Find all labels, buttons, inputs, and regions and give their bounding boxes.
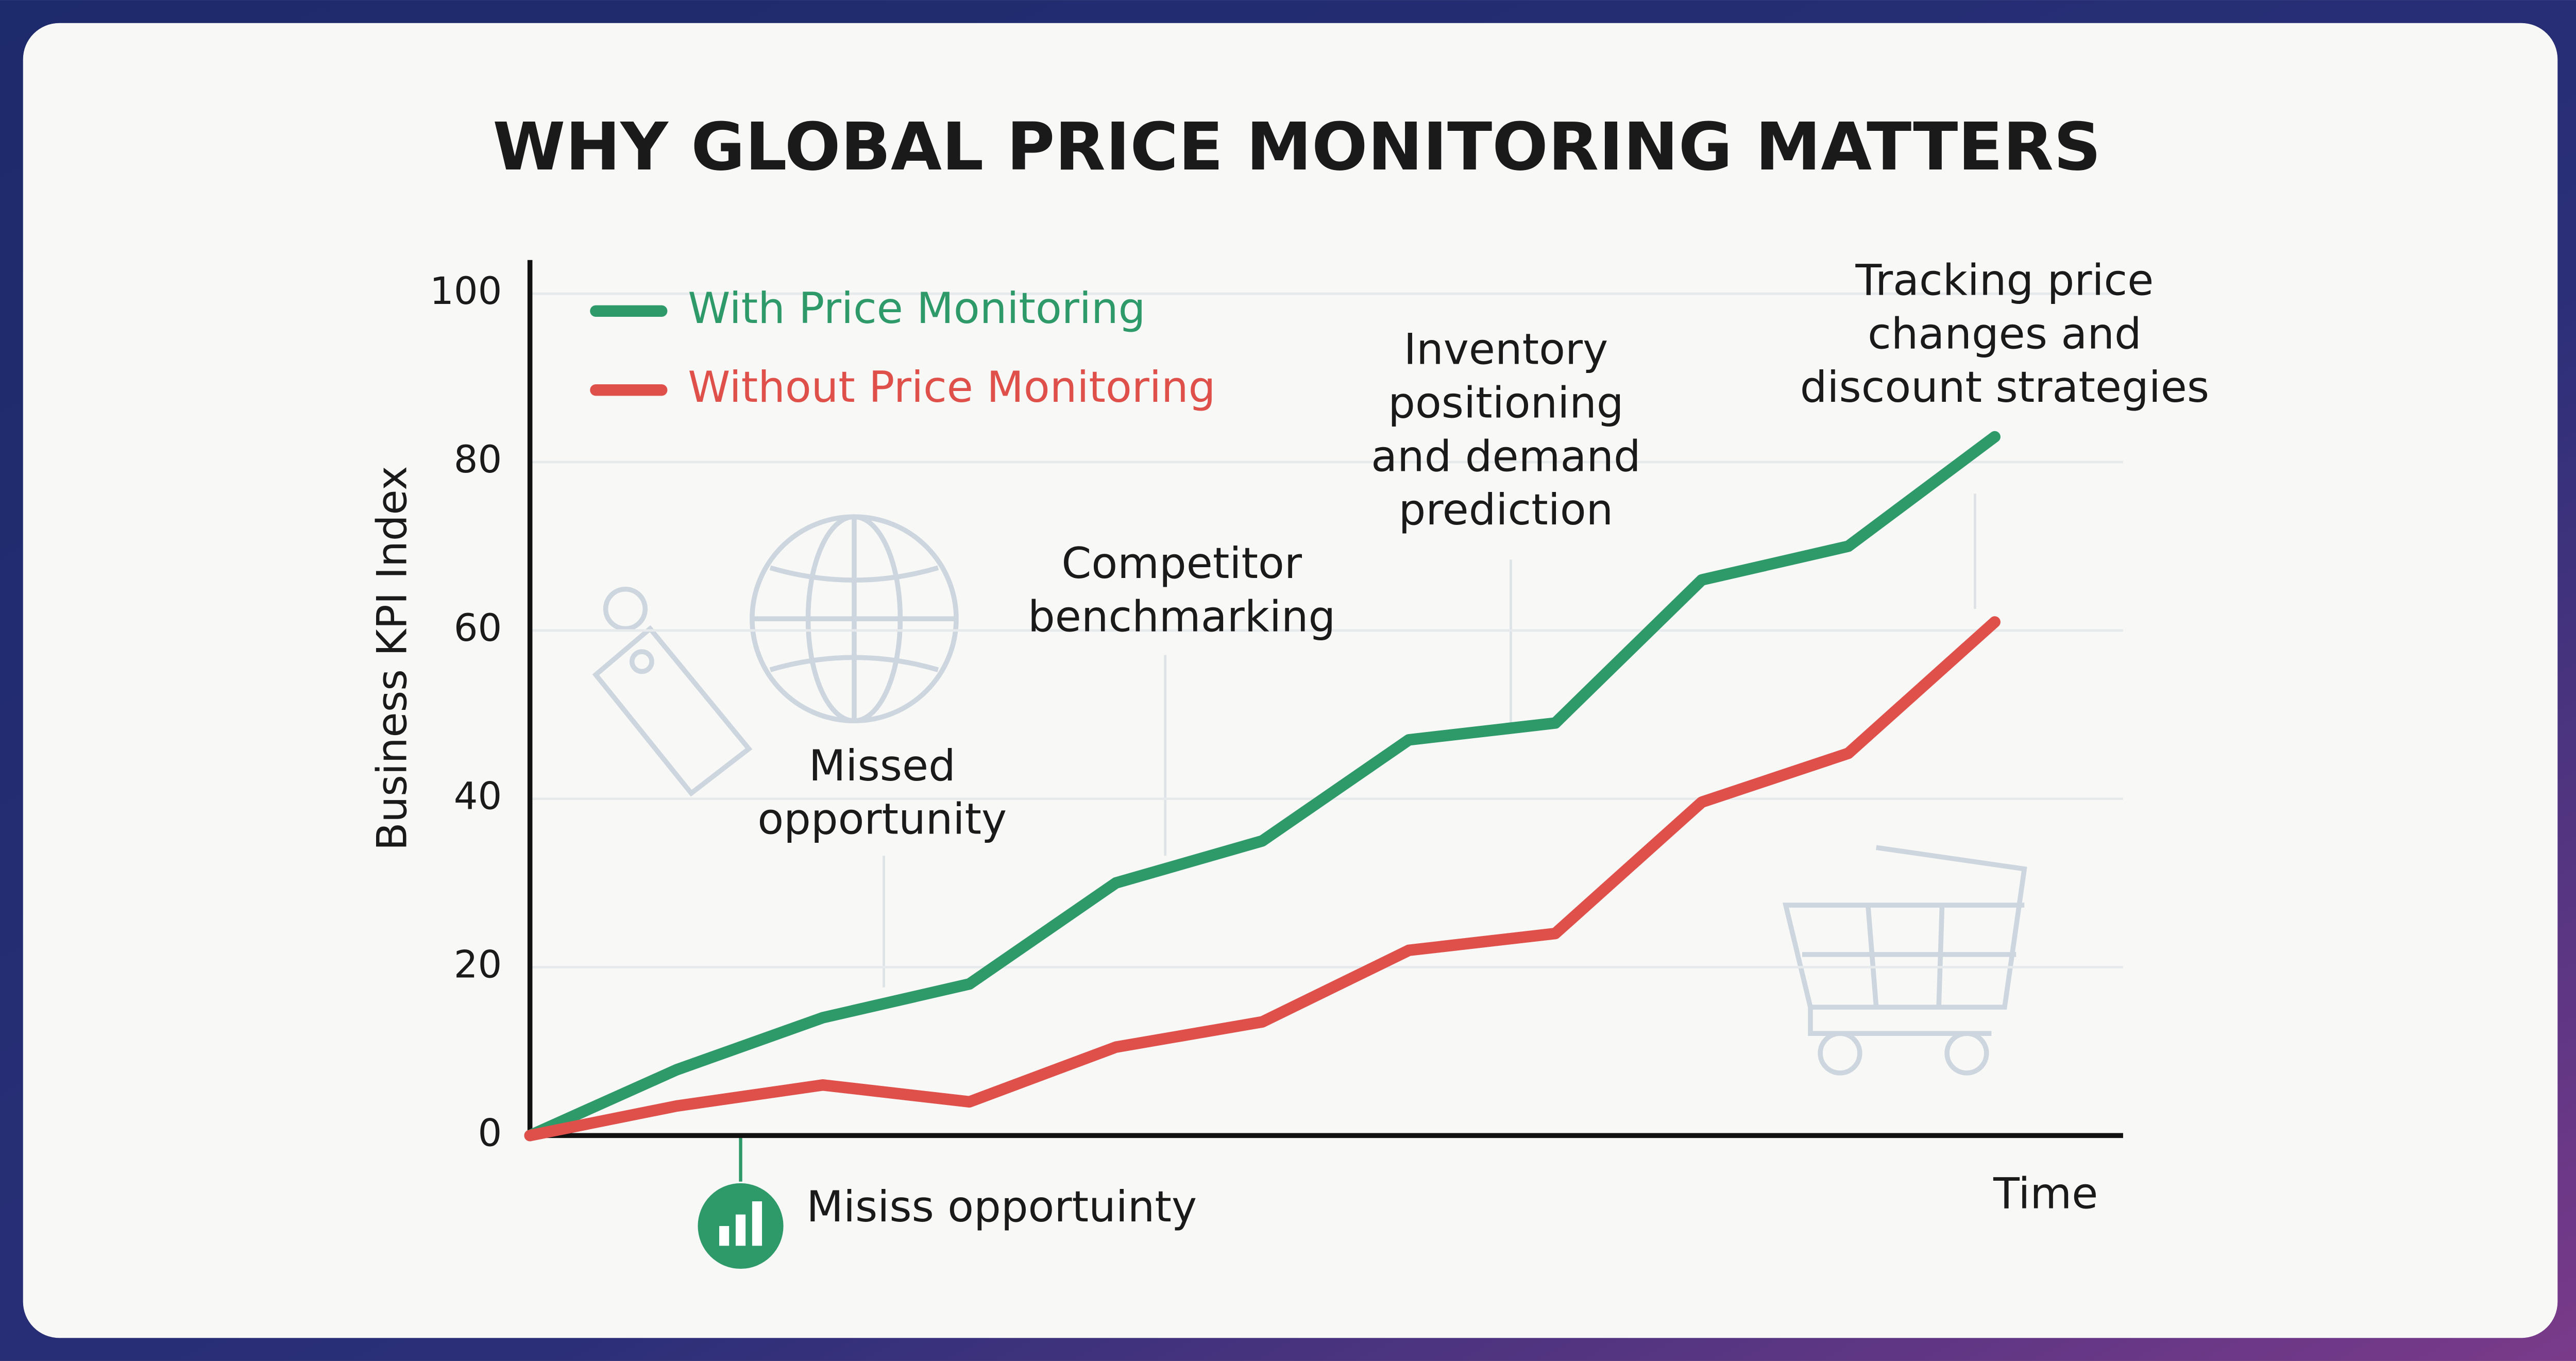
legend-label: Without Price Monitoring [688,362,1215,412]
annotation: prediction [1399,485,1614,535]
y-tick-label: 0 [478,1111,502,1155]
annotation: Missed [809,741,956,791]
annotation: changes and [1868,309,2142,359]
annotation: Competitor [1061,538,1302,588]
annotation: and demand [1371,431,1641,481]
footnote-badge [698,1183,784,1269]
plot: 0 20 40 60 80 100 With Price Monitoring Without… [430,255,2209,1155]
annotation: opportunity [757,794,1007,844]
annotation: benchmarking [1028,592,1335,642]
annotation: positioning [1388,378,1623,428]
annotation: Inventory [1404,325,1608,375]
y-axis-label: Business KPI Index [368,466,416,850]
y-tick-label: 80 [454,438,502,482]
y-tick-label: 100 [430,269,502,313]
chart-title: WHY GLOBAL PRICE MONITORING MATTERS [493,109,2101,185]
y-tick-label: 40 [454,775,502,819]
series-line [524,616,2001,1142]
x-axis-label: Time [1993,1168,2098,1218]
decor-icons [592,514,2027,1076]
leader-lines [739,494,1976,1182]
y-tick-label: 60 [454,606,502,650]
y-tick-label: 20 [454,943,502,986]
footnote: Misiss opportuinty [806,1182,1197,1232]
annotation: Tracking price [1855,255,2154,305]
annotation: discount strategies [1800,362,2209,412]
legend-label: With Price Monitoring [688,283,1145,333]
series-line [524,431,2001,1142]
